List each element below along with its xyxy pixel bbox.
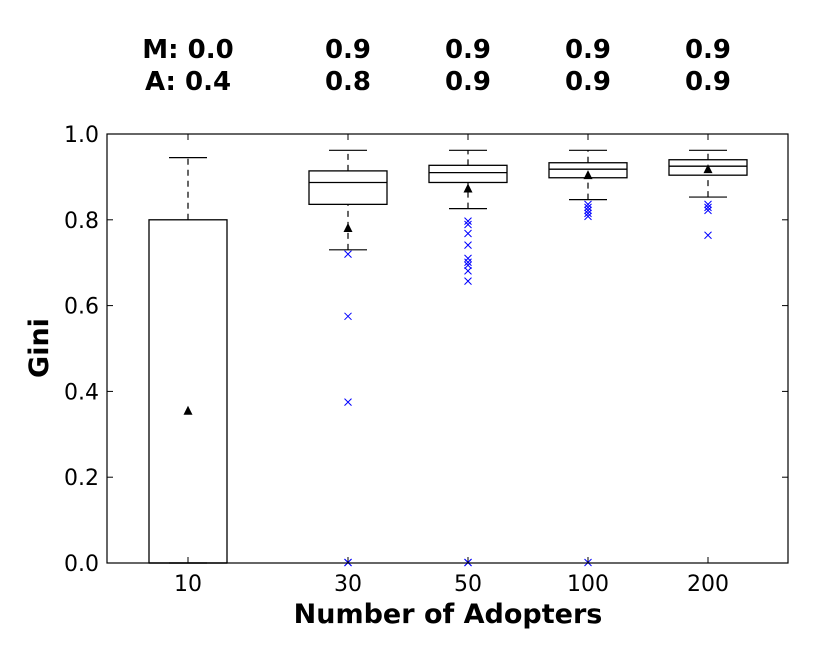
annotation-row-2-value: 0.8: [325, 67, 371, 97]
y-tick-label: 0.6: [64, 295, 99, 320]
outlier-point: [584, 212, 592, 221]
outlier-point: [464, 266, 472, 275]
box-group-30: [308, 149, 388, 567]
box-group-100: [548, 149, 628, 567]
box-group-50: [428, 149, 508, 567]
outlier-point: [704, 206, 712, 215]
annotation-row-2-value: 0.9: [445, 67, 491, 97]
x-tick-label: 100: [567, 572, 609, 597]
outlier-point: [464, 241, 472, 249]
y-tick-label: 0.4: [64, 380, 99, 405]
box-group-10: [148, 156, 228, 564]
box-iqr: [308, 170, 388, 206]
outlier-point: [464, 254, 472, 263]
annotation-row-1-value: 0.9: [685, 35, 731, 65]
outlier-point: [464, 258, 472, 267]
mean-marker: [583, 170, 593, 180]
outlier-point: [464, 261, 472, 270]
x-tick-label: 10: [174, 572, 202, 597]
annotation-row-2-value: A: 0.4: [145, 67, 231, 97]
outlier-point: [344, 312, 352, 321]
y-axis-title: Gini: [24, 318, 55, 378]
boxes: [148, 149, 748, 567]
mean-marker: [183, 405, 193, 415]
outlier-point: [584, 209, 592, 218]
y-tick-label: 0.8: [64, 209, 99, 234]
outlier-point: [704, 203, 712, 212]
box-group-200: [668, 149, 748, 240]
box-iqr: [148, 219, 228, 564]
annotation-row-1-value: 0.9: [565, 35, 611, 65]
plot-area-frame: [106, 133, 789, 564]
outlier-point: [464, 229, 472, 238]
axis-ticks: 0.0 0.2 0.4 0.6 0.8 1.0 10 30 50 100 200: [64, 123, 788, 597]
outlier-point: [704, 200, 712, 209]
outlier-point: [464, 220, 472, 229]
outlier-point: [344, 250, 352, 258]
mean-marker: [703, 164, 713, 174]
outlier-point: [464, 277, 472, 286]
annotation-row-2-value: 0.9: [685, 67, 731, 97]
mean-marker: [463, 183, 473, 193]
x-tick-label: 50: [454, 572, 482, 597]
outlier-point: [704, 231, 712, 240]
annotation-row-1-value: 0.9: [325, 35, 371, 65]
outlier-point: [584, 206, 592, 215]
y-tick-label: 1.0: [64, 123, 99, 148]
annotation-row-2-value: 0.9: [565, 67, 611, 97]
x-tick-label: 30: [334, 572, 362, 597]
annotation-row-1-value: M: 0.0: [142, 35, 233, 65]
x-axis-title: Number of Adopters: [294, 599, 603, 630]
mean-marker: [343, 222, 353, 232]
outlier-point: [344, 398, 352, 406]
x-tick-label: 200: [687, 572, 729, 597]
outlier-point: [584, 203, 592, 212]
box-iqr: [428, 164, 508, 184]
outlier-point: [464, 217, 472, 225]
box-iqr: [668, 159, 748, 176]
y-tick-label: 0.0: [64, 552, 99, 577]
y-tick-label: 0.2: [64, 466, 99, 491]
annotation-rows: M: 0.0 0.9 0.9 0.9 0.9A: 0.4 0.8 0.9 0.9 0.9: [142, 35, 731, 97]
annotation-row-1-value: 0.9: [445, 35, 491, 65]
outlier-point: [584, 200, 592, 209]
